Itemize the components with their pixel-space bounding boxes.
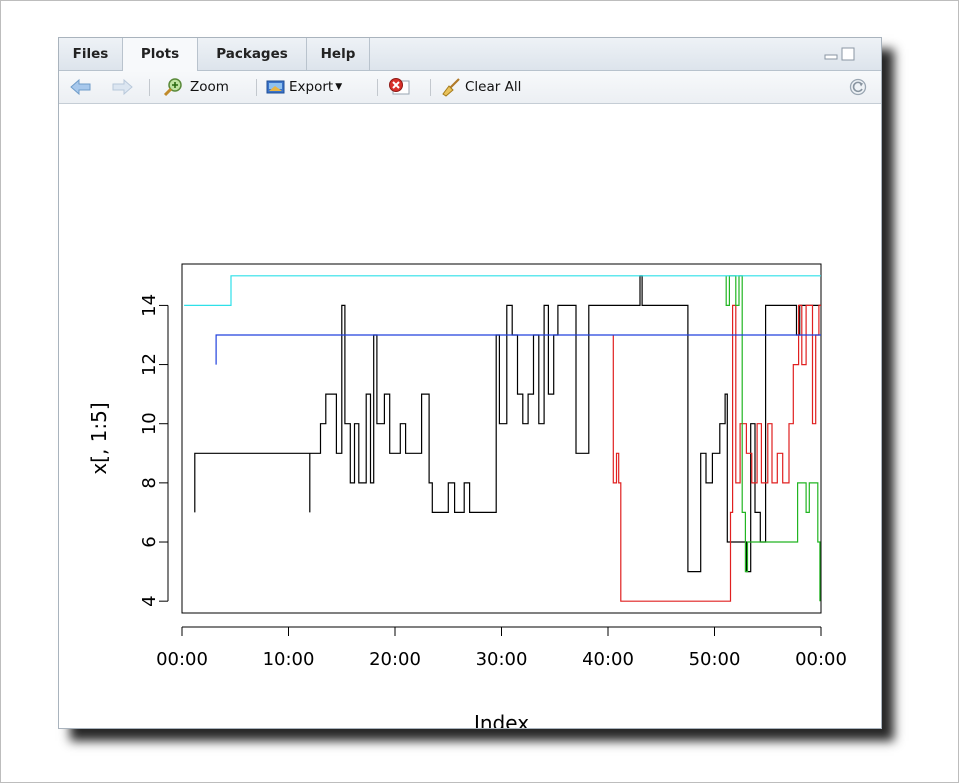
y-tick-label: 12 (139, 353, 160, 376)
zoom-icon (163, 77, 185, 97)
y-tick-label: 4 (139, 595, 160, 606)
plots-toolbar: Zoom Export ▼ Clear All (59, 71, 881, 104)
refresh-icon[interactable] (848, 71, 868, 103)
plot-viewer: 4 6 8 10 12 14 00:00 10:00 20:00 30:00 40:00 50:00… (59, 104, 881, 728)
y-tick-label: 10 (139, 412, 160, 435)
maximize-icon[interactable] (841, 47, 855, 61)
toolbar-separator (256, 79, 257, 96)
forward-arrow-icon[interactable] (111, 71, 133, 103)
toolbar-separator (149, 79, 150, 96)
x-tick-label: 40:00 (582, 649, 634, 670)
remove-plot-button[interactable] (387, 71, 413, 103)
plots-pane: Files Plots Packages Help Zoom (58, 37, 882, 729)
toolbar-separator (430, 79, 431, 96)
export-icon (264, 78, 286, 96)
back-arrow-icon[interactable] (70, 71, 92, 103)
y-tick-label: 14 (139, 294, 160, 317)
pane-tab-bar: Files Plots Packages Help (59, 38, 881, 71)
time-series-plot: 4 6 8 10 12 14 00:00 10:00 20:00 30:00 40:00 50:00… (87, 263, 847, 728)
y-axis-label: x[, 1:5] (87, 402, 111, 474)
series-line-5 (184, 275, 821, 306)
clear-all-label: Clear All (465, 79, 522, 95)
y-tick-label: 8 (139, 477, 160, 488)
x-tick-label: 20:00 (369, 649, 421, 670)
x-axis: 00:00 10:00 20:00 30:00 40:00 50:00 00:00 (156, 626, 847, 670)
tab-help[interactable]: Help (307, 38, 370, 70)
export-label: Export (289, 79, 334, 95)
tab-packages[interactable]: Packages (198, 38, 307, 70)
toolbar-separator (377, 79, 378, 96)
tab-files[interactable]: Files (59, 38, 123, 70)
dropdown-caret-icon: ▼ (335, 82, 343, 92)
minimize-icon[interactable] (824, 47, 838, 60)
broom-icon (440, 77, 462, 97)
y-tick-label: 6 (139, 536, 160, 547)
y-axis: 4 6 8 10 12 14 (139, 294, 169, 607)
tab-plots[interactable]: Plots (123, 38, 198, 71)
remove-plot-icon (387, 77, 413, 97)
x-tick-label: 10:00 (263, 649, 315, 670)
zoom-button[interactable]: Zoom (163, 71, 229, 103)
x-tick-label: 00:00 (156, 649, 208, 670)
series-line-1 (194, 275, 821, 573)
x-axis-label: Index (474, 711, 529, 728)
series-line-2 (612, 304, 821, 602)
series-line-4 (215, 334, 821, 365)
zoom-label: Zoom (190, 79, 229, 95)
plot-frame (181, 263, 822, 614)
clear-all-button[interactable]: Clear All (440, 71, 521, 103)
export-button[interactable]: Export ▼ (264, 71, 342, 103)
x-tick-label: 00:00 (795, 649, 847, 670)
x-tick-label: 50:00 (689, 649, 741, 670)
x-tick-label: 30:00 (476, 649, 528, 670)
